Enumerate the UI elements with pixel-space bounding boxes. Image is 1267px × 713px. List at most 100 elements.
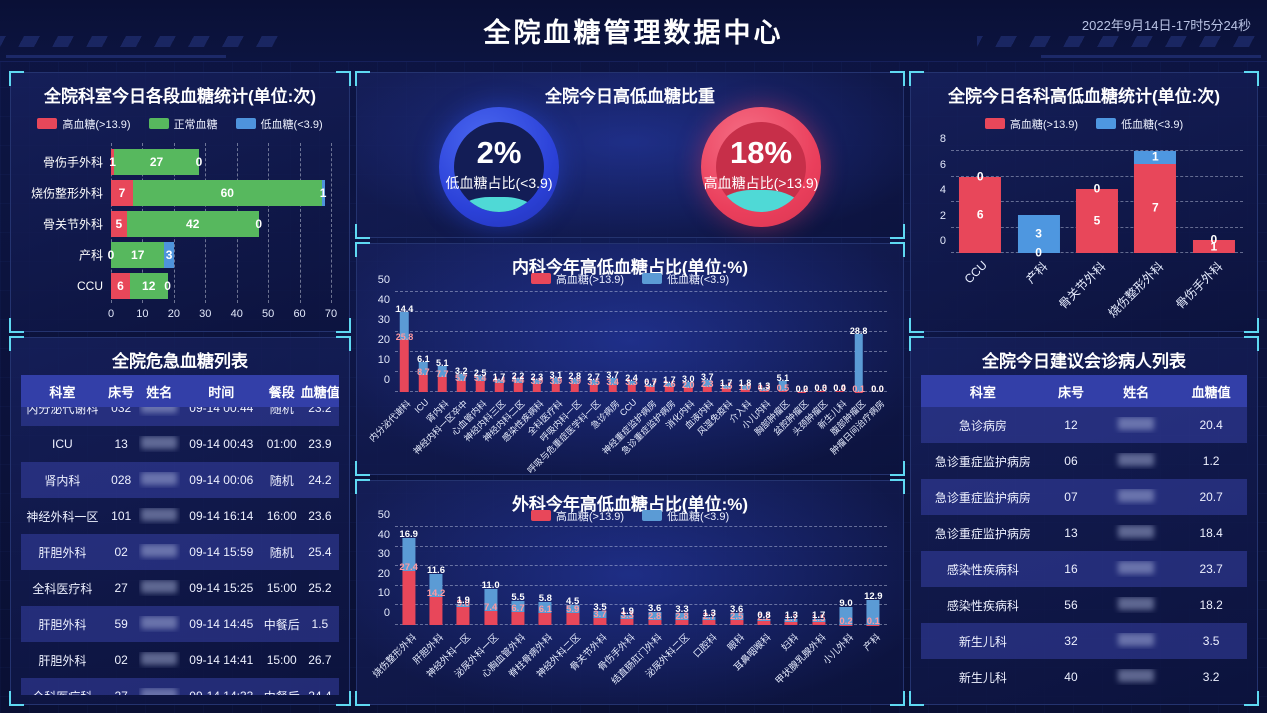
grid-line <box>299 143 301 303</box>
category-label: 骨伤手外科 <box>42 155 103 170</box>
bar-value-label: 2.5 <box>730 611 744 623</box>
bar-value-label: 12 <box>142 279 156 293</box>
panel-title: 全院今日高低血糖比重 <box>545 87 715 106</box>
legend: 高血糖(>13.9) 低血糖(<3.9) <box>357 508 903 524</box>
bar-segment <box>111 149 115 175</box>
table-cell: 09-14 14:41 <box>189 653 254 667</box>
panel-title: 内科今年高低血糖占比(单位:%) <box>511 258 749 277</box>
bar-value-label: 5.4 <box>473 373 487 384</box>
x-tick-label: 0 <box>107 308 115 320</box>
bar-value-label: 3.7 <box>606 369 619 380</box>
gauge-label: 低血糖占比(<3.9) <box>445 175 553 192</box>
table-row: 肝胆外科 59 09-14 14:45 中餐后 1.5 <box>21 606 339 642</box>
table-cell: 随机 <box>269 545 294 560</box>
bar-row: CCU 6 12 0 <box>77 273 331 299</box>
table-cell: 急诊重症监护病房 <box>934 526 1031 541</box>
table-cell: 27 <box>104 689 139 695</box>
table-cell: 06 <box>1064 454 1078 468</box>
bar-value-label: 5 <box>115 217 123 231</box>
x-tick-label: 60 <box>293 308 306 320</box>
redacted-name <box>1118 561 1155 574</box>
legend-swatch-icon <box>37 118 58 129</box>
x-category-label: 产科 <box>862 632 884 654</box>
column-header: 血糖值 <box>300 384 339 400</box>
today-by-dept-bar-chart: 0 2 4 6 8 6 0 CCU 0 3 产科 5 0 骨关节外科 7 1 烧伤整形外科 1 0 骨伤手外科 <box>940 133 1243 320</box>
bar-value-label: 0.1 <box>866 615 880 627</box>
table-cell: 中餐后 <box>263 688 301 696</box>
bar-row: 骨关节外科 5 42 0 <box>43 211 331 237</box>
x-category-label: 产科 <box>1023 259 1050 287</box>
bar-value-label: 1.7 <box>492 371 506 382</box>
table-cell: 26.7 <box>308 653 332 667</box>
table-cell <box>1097 489 1175 505</box>
bar-value-label: 2.8 <box>568 370 582 381</box>
bar-segment <box>456 607 470 625</box>
bar-segment <box>551 384 561 392</box>
table-cell: 24.4 <box>301 689 339 695</box>
grid-line <box>331 143 332 303</box>
bar-value-label: 27.4 <box>399 562 418 574</box>
bar-value-label: 1.7 <box>719 377 733 388</box>
legend-label: 正常血糖 <box>173 119 218 131</box>
header-decoration-right <box>977 36 1267 47</box>
bar-value-label: 6 <box>117 279 124 293</box>
bar-segment <box>702 387 712 392</box>
x-tick-label: 50 <box>262 308 275 320</box>
bar-segment <box>730 613 744 621</box>
y-tick-label: 4 <box>939 184 946 196</box>
table-cell: 新生儿科 <box>958 634 1007 649</box>
legend-label: 低血糖(<3.9) <box>667 511 730 523</box>
bar-value-label: 0.5 <box>776 383 790 393</box>
grid-line <box>395 624 887 625</box>
bar-value-label: 6.1 <box>538 604 552 616</box>
y-tick-label: 30 <box>377 548 390 561</box>
panel-critical-list: 全院危急血糖列表 科室 床号 姓名 时间 餐段 血糖值 内分泌代谢科 032 09-14 00:… <box>9 336 351 706</box>
y-tick-label: 20 <box>377 334 390 346</box>
redacted-name <box>141 508 178 521</box>
legend-item: 高血糖(>13.9) <box>530 508 624 524</box>
bar-segment <box>419 362 428 375</box>
bar-segment <box>164 242 174 268</box>
legend: 高血糖(>13.9) 正常血糖 低血糖(<3.9) <box>11 116 349 132</box>
bar-segment <box>665 386 674 392</box>
bar-value-label: 42 <box>186 217 200 231</box>
table-row: 内分泌代谢科 032 09-14 00:44 随机 23.2 <box>21 407 339 426</box>
liquid-gauge-red: 18% 高血糖占比(>13.9) <box>701 107 821 227</box>
bar-segment <box>1075 189 1119 253</box>
bar-segment <box>484 610 498 625</box>
table-cell <box>1097 669 1175 685</box>
table-row: 感染性疾病科 16 23.7 <box>921 551 1247 587</box>
grid-line <box>395 391 887 392</box>
bar-segment <box>456 374 466 381</box>
bar-value-label: 1.5 <box>812 613 826 625</box>
bar-segment <box>740 386 750 390</box>
bar-row: 产科 0 17 3 <box>79 242 331 268</box>
glucose-ratio-gauges: 2% 低血糖占比(<3.9) 18% 高血糖占比(>13.9) <box>357 107 903 227</box>
bar-segment <box>513 383 523 392</box>
bar-value-label: 6.1 <box>417 354 430 365</box>
bar-value-label: 3.6 <box>730 604 744 616</box>
bar-segment <box>321 180 325 206</box>
legend-item: 低血糖(<3.9) <box>642 508 729 524</box>
bar-segment <box>812 622 826 625</box>
bar-value-label: 7 <box>1152 200 1159 215</box>
table-cell: 07 <box>1064 490 1078 504</box>
x-tick-label: 70 <box>324 308 338 320</box>
bar-value-label: 7 <box>118 186 126 200</box>
table-row: 肝胆外科 02 09-14 14:41 15:00 26.7 <box>21 642 339 678</box>
gauge-inner <box>454 122 544 212</box>
y-tick-label: 10 <box>377 354 390 366</box>
bar-value-label: 3.3 <box>675 604 689 616</box>
grid-line <box>268 143 270 303</box>
table-cell: 09-14 00:06 <box>189 473 254 487</box>
bar-value-label: 3.9 <box>530 376 544 387</box>
bar-value-label: 5.8 <box>538 592 552 604</box>
bar-value-label: 1.3 <box>784 610 798 622</box>
table-cell: 内分泌代谢科 <box>26 407 99 416</box>
bar-row: 骨伤手外科 1 27 0 <box>43 149 331 175</box>
bar-value-label: 60 <box>220 186 234 200</box>
bar-segment <box>566 604 580 614</box>
bar-segment <box>608 377 617 386</box>
corner-bracket-icon <box>336 691 351 706</box>
bar-segment <box>429 597 443 625</box>
